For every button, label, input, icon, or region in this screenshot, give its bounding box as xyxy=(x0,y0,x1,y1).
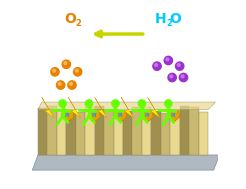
Circle shape xyxy=(75,69,78,72)
Circle shape xyxy=(53,69,55,72)
Polygon shape xyxy=(42,97,54,118)
Circle shape xyxy=(138,100,146,107)
Circle shape xyxy=(164,56,172,65)
Circle shape xyxy=(176,62,184,70)
Polygon shape xyxy=(95,106,104,155)
Polygon shape xyxy=(88,111,100,122)
Circle shape xyxy=(74,68,82,76)
Circle shape xyxy=(179,73,188,82)
Polygon shape xyxy=(161,113,170,155)
Circle shape xyxy=(59,100,66,107)
Polygon shape xyxy=(148,97,160,118)
Text: PI: PI xyxy=(118,113,123,119)
Polygon shape xyxy=(199,112,208,155)
Polygon shape xyxy=(170,110,180,155)
Circle shape xyxy=(153,62,161,70)
Circle shape xyxy=(177,64,180,67)
Polygon shape xyxy=(141,111,153,122)
Polygon shape xyxy=(132,107,142,155)
Circle shape xyxy=(181,75,184,78)
Polygon shape xyxy=(95,97,107,118)
Circle shape xyxy=(166,58,169,61)
Polygon shape xyxy=(57,109,66,155)
Text: PI: PI xyxy=(171,113,176,119)
Circle shape xyxy=(58,82,61,85)
Circle shape xyxy=(68,81,76,89)
Text: PI: PI xyxy=(65,113,70,119)
Text: PI: PI xyxy=(144,113,150,119)
Circle shape xyxy=(64,62,67,65)
Circle shape xyxy=(51,68,59,76)
Circle shape xyxy=(57,81,65,89)
Polygon shape xyxy=(167,111,180,122)
Polygon shape xyxy=(180,106,189,155)
Text: O: O xyxy=(64,12,76,26)
Polygon shape xyxy=(104,110,114,155)
Circle shape xyxy=(62,60,70,68)
Polygon shape xyxy=(123,111,132,155)
Circle shape xyxy=(85,100,92,107)
Polygon shape xyxy=(142,107,151,155)
Polygon shape xyxy=(32,155,219,170)
Circle shape xyxy=(168,73,176,82)
Polygon shape xyxy=(68,97,81,118)
Polygon shape xyxy=(114,113,123,155)
Polygon shape xyxy=(151,111,161,155)
Polygon shape xyxy=(114,111,127,122)
Polygon shape xyxy=(85,107,95,155)
Circle shape xyxy=(70,82,73,85)
Text: 2: 2 xyxy=(166,19,172,28)
Text: O: O xyxy=(169,12,181,26)
Circle shape xyxy=(155,64,157,67)
Polygon shape xyxy=(189,107,199,155)
Circle shape xyxy=(170,75,173,78)
Polygon shape xyxy=(66,113,76,155)
Text: 2: 2 xyxy=(76,19,81,28)
Polygon shape xyxy=(47,106,57,155)
Text: H: H xyxy=(155,12,167,26)
Polygon shape xyxy=(62,111,74,122)
Polygon shape xyxy=(38,108,47,155)
Circle shape xyxy=(112,100,119,107)
Polygon shape xyxy=(121,97,134,118)
Text: PI: PI xyxy=(92,113,97,119)
Polygon shape xyxy=(76,112,85,155)
Circle shape xyxy=(165,100,172,107)
Polygon shape xyxy=(38,102,215,110)
